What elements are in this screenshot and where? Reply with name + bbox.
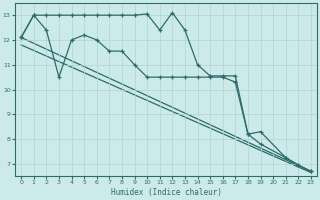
X-axis label: Humidex (Indice chaleur): Humidex (Indice chaleur): [110, 188, 221, 197]
